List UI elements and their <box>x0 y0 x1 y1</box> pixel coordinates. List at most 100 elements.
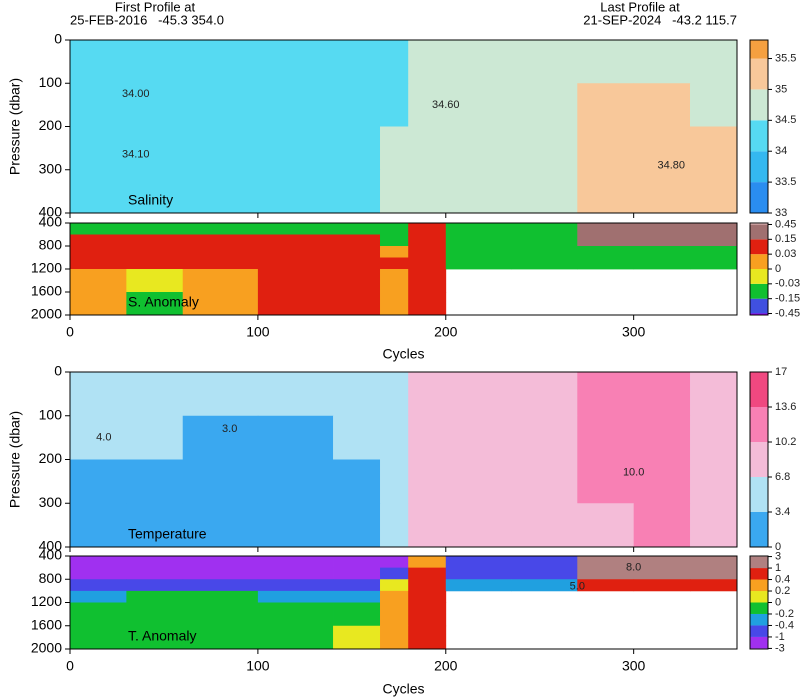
field-cell <box>70 579 127 592</box>
colorbar-tick-label: 35 <box>775 83 787 95</box>
y-tick-label: 400 <box>39 538 63 554</box>
field-cell <box>408 579 447 592</box>
colorbar-tick-label: 34 <box>775 145 787 157</box>
field-cell <box>633 372 691 417</box>
field-cell <box>70 83 127 127</box>
field-cell <box>257 234 334 247</box>
field-cell <box>333 246 381 258</box>
field-cell <box>126 625 184 650</box>
y-tick-label: 2000 <box>31 640 62 656</box>
field-cell <box>257 579 334 592</box>
colorbar-tick-label: -0.4 <box>775 619 794 631</box>
field-cell <box>257 83 334 127</box>
field-cell <box>126 556 184 569</box>
field-cell <box>182 459 259 504</box>
colorbar-tick-label: 3 <box>775 550 781 562</box>
field-cell <box>445 579 512 592</box>
field-cell <box>182 372 259 417</box>
field-cell <box>182 625 259 650</box>
colorbar-band <box>750 224 768 240</box>
colorbar-band <box>750 120 768 152</box>
field-cell <box>126 459 184 504</box>
field-cell <box>257 590 334 603</box>
field-cell <box>511 169 578 214</box>
field-cell <box>70 269 127 293</box>
colorbar-band <box>750 579 768 592</box>
colorbar-tick-label: 0.4 <box>775 573 790 585</box>
field-cell <box>690 234 738 247</box>
field-cell <box>408 602 447 627</box>
field-cell <box>257 257 334 270</box>
colorbar-band <box>750 298 768 314</box>
field-cell <box>182 126 259 171</box>
colorbar-tick-label: 0 <box>775 596 781 608</box>
field-cell <box>408 269 447 293</box>
field-cell <box>257 126 334 171</box>
y-tick-label: 1200 <box>31 260 62 276</box>
field-cell <box>126 602 184 627</box>
field-cell <box>126 234 184 247</box>
field-cell <box>70 503 127 548</box>
field-cell <box>408 459 447 504</box>
field-cell <box>257 556 334 569</box>
field-cell <box>511 126 578 171</box>
field-cell <box>690 459 738 504</box>
field-cell <box>445 415 512 460</box>
field-cell <box>511 257 578 270</box>
colorbar-tick-label: -1 <box>775 631 785 643</box>
field-cell <box>577 223 635 235</box>
field-cell <box>511 234 578 247</box>
field-cell <box>380 83 409 127</box>
x-tick-label: 100 <box>246 324 270 340</box>
field-cell <box>70 459 127 504</box>
field-cell <box>633 459 691 504</box>
x-tick-label: 0 <box>66 324 74 340</box>
field-cell <box>182 567 259 580</box>
field-cell <box>380 459 409 504</box>
panel-label: Temperature <box>128 526 207 542</box>
field-cell <box>690 372 738 417</box>
field-cell <box>577 83 635 127</box>
colorbar-band <box>750 442 768 477</box>
field-cell <box>333 459 381 504</box>
field-cell <box>182 169 259 214</box>
field-cell <box>408 126 447 171</box>
field-cell <box>633 40 691 84</box>
field-cell <box>577 372 635 417</box>
field-cell <box>126 126 184 171</box>
field-cell <box>182 415 259 460</box>
field-cell <box>577 257 635 270</box>
colorbar-band <box>750 625 768 637</box>
y-tick-label: 0 <box>54 363 62 379</box>
field-cell <box>380 625 409 650</box>
field-cell <box>380 126 409 171</box>
field-cell <box>511 567 578 580</box>
field-cell <box>577 126 635 171</box>
field-cell <box>257 269 334 293</box>
colorbar-tick-label: 1 <box>775 562 781 574</box>
colorbar-band <box>750 613 768 626</box>
colorbar-band <box>750 58 768 90</box>
colorbar-frame <box>749 39 769 214</box>
field-cell <box>126 579 184 592</box>
field-cell <box>445 503 512 548</box>
field-cell <box>182 269 259 293</box>
field-cell <box>577 503 635 548</box>
field-cell <box>126 169 184 214</box>
field-cell <box>445 372 512 417</box>
field-cell <box>380 234 409 247</box>
field-cell <box>333 257 381 270</box>
colorbar-band <box>750 283 768 299</box>
field-cell <box>633 83 691 127</box>
field-cell <box>333 415 381 460</box>
field-cell <box>70 223 127 235</box>
field-cell <box>70 625 127 650</box>
field-cell <box>70 40 127 84</box>
field-cell <box>577 579 635 592</box>
field-cell <box>690 246 738 258</box>
field-cell <box>408 257 447 270</box>
field-cell <box>182 590 259 603</box>
x-tick-label: 0 <box>66 658 74 674</box>
field-cell <box>408 169 447 214</box>
